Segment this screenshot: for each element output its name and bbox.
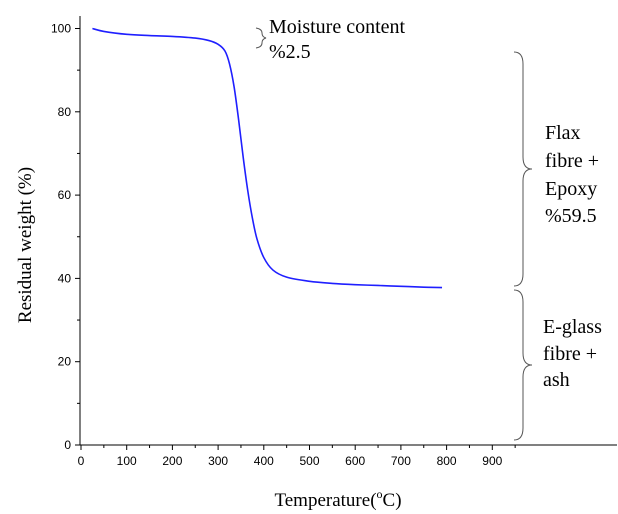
- annotation-flax-line-2: fibre +: [545, 150, 599, 172]
- annotation-eglass-line-3: ash: [543, 369, 570, 391]
- x-axis-unit-sup: o: [377, 487, 383, 501]
- x-tick-label: 100: [117, 454, 137, 468]
- brace-eglass-ash: [513, 289, 533, 441]
- braces: [255, 27, 533, 441]
- series-layer: [92, 27, 443, 289]
- annotation-moisture-line-1: Moisture content: [269, 16, 406, 38]
- annotation-flax-line-3: Epoxy: [545, 178, 597, 200]
- x-tick-label: 200: [162, 454, 182, 468]
- y-axis-title: Residual weight (%): [15, 167, 36, 323]
- annotation-eglass-ash: E-glass fibre + ash: [543, 316, 607, 391]
- annotation-flax-line-4: %59.5: [545, 205, 597, 227]
- y-tick-label: 60: [58, 188, 72, 202]
- x-axis-unit-open: (: [370, 490, 376, 511]
- x-tick-label: 300: [208, 454, 228, 468]
- y-tick-label: 0: [64, 438, 71, 452]
- x-tick-label: 400: [254, 454, 274, 468]
- annotation-eglass-line-2: fibre +: [543, 343, 597, 365]
- series-line-0: [92, 27, 443, 289]
- x-tick-label: 800: [437, 454, 457, 468]
- x-tick-label: 600: [345, 454, 365, 468]
- x-tick-label: 900: [482, 454, 502, 468]
- x-axis-title: Temperature(oC): [274, 487, 401, 511]
- y-tick-label: 100: [51, 22, 71, 36]
- brace-moisture: [255, 27, 267, 49]
- annotation-flax-line-1: Flax: [545, 122, 581, 144]
- y-tick-label: 80: [58, 105, 72, 119]
- x-axis-title-main: Temperature: [274, 490, 370, 511]
- ticks: 0 100 200 300 400 500 600 700 800 900 0 20 40 60 80 100: [51, 22, 516, 468]
- x-tick-label: 0: [78, 454, 85, 468]
- y-tick-label: 40: [58, 271, 72, 285]
- x-axis-unit-main: C): [383, 490, 402, 511]
- annotation-eglass-line-1: E-glass: [543, 316, 602, 338]
- x-tick-label: 700: [391, 454, 411, 468]
- y-tick-label: 20: [58, 355, 72, 369]
- annotation-flax-epoxy: Flax fibre + Epoxy %59.5: [545, 122, 604, 227]
- brace-flax-epoxy: [513, 51, 533, 287]
- axes: [79, 16, 617, 446]
- x-tick-label: 500: [299, 454, 319, 468]
- annotation-moisture-line-2: %2.5: [269, 41, 311, 63]
- annotation-moisture: Moisture content %2.5: [269, 16, 410, 63]
